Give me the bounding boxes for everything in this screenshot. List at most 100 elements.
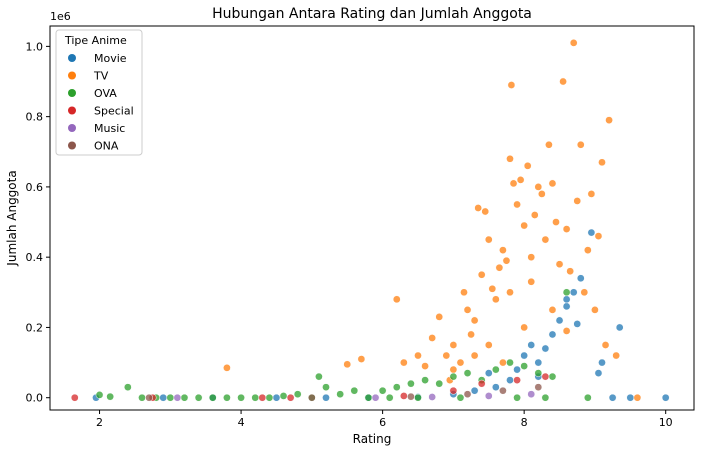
data-point-ova	[180, 393, 189, 402]
data-point-movie	[272, 393, 281, 402]
data-point-tv	[545, 140, 553, 149]
data-point-ova	[95, 391, 104, 399]
legend: Tipe Anime Movie TV OVA Special Music ONA	[55, 29, 143, 156]
y-axis-ticks: 0.0 0.2 0.4 0.6 0.8 1.0	[26, 40, 50, 405]
data-point-movie	[527, 341, 536, 349]
data-point-tv	[506, 288, 514, 297]
data-point-ova	[520, 362, 529, 370]
legend-marker-ona	[68, 141, 76, 150]
data-point-ova	[322, 383, 330, 392]
data-point-tv	[428, 334, 437, 342]
data-point-ova	[251, 393, 260, 402]
data-point-special	[399, 392, 408, 400]
data-point-ova	[562, 288, 571, 297]
data-point-ova	[123, 383, 132, 392]
legend-marker-tv	[68, 71, 76, 80]
data-point-movie	[520, 351, 529, 360]
data-point-movie	[555, 316, 564, 325]
y-tick-label: 0.2	[26, 321, 44, 334]
data-point-tv	[449, 365, 458, 374]
data-point-tv	[591, 306, 599, 314]
x-tick-label: 6	[379, 416, 386, 429]
legend-marker-music	[68, 124, 76, 132]
data-point-tv	[520, 221, 529, 230]
data-point-tv	[499, 246, 507, 254]
data-point-ova	[208, 393, 217, 402]
data-point-tv	[399, 358, 408, 367]
data-point-ova	[513, 393, 521, 402]
data-point-movie	[569, 288, 578, 297]
data-point-tv	[548, 179, 557, 188]
data-point-tv	[435, 313, 444, 321]
data-point-special	[286, 393, 295, 402]
data-point-tv	[598, 158, 606, 167]
data-point-tv	[223, 363, 231, 372]
data-point-ova	[541, 393, 550, 402]
data-point-tv	[481, 207, 490, 216]
legend-label-ova: OVA	[94, 87, 117, 100]
data-point-ova	[293, 390, 302, 399]
data-point-tv	[470, 316, 479, 325]
data-point-movie	[541, 344, 550, 353]
data-point-movie	[484, 369, 493, 377]
data-point-movie	[548, 330, 557, 339]
data-point-movie	[598, 358, 606, 367]
data-point-ova	[414, 393, 422, 402]
data-point-tv	[460, 288, 468, 297]
data-point-tv	[513, 200, 521, 209]
data-point-special	[70, 393, 79, 402]
data-point-ova	[336, 390, 345, 399]
data-point-ova	[456, 393, 465, 402]
data-point-ova	[506, 358, 514, 367]
data-point-movie	[615, 323, 624, 332]
data-point-tv	[587, 190, 596, 198]
data-point-tv	[580, 288, 589, 297]
data-point-ova	[491, 365, 500, 374]
data-point-tv	[552, 218, 560, 226]
data-point-tv	[576, 140, 585, 149]
data-point-ova	[237, 393, 245, 402]
x-axis-ticks: 2 4 6 8 10	[96, 410, 673, 429]
data-point-tv	[484, 341, 493, 349]
data-point-tv	[523, 161, 532, 170]
data-point-tv	[594, 232, 603, 240]
data-point-tv	[463, 306, 472, 314]
data-point-ova	[364, 393, 373, 402]
data-point-movie	[576, 274, 585, 283]
y-tick-label: 0.8	[26, 111, 44, 124]
data-point-movie	[562, 302, 571, 311]
data-point-ova	[315, 372, 323, 381]
data-point-movie	[587, 228, 596, 237]
data-point-tv	[488, 284, 497, 293]
x-tick-label: 8	[521, 416, 528, 429]
chart-title: Hubungan Antara Rating dan Jumlah Anggot…	[212, 6, 532, 22]
data-point-tv	[507, 81, 516, 89]
data-point-tv	[555, 260, 564, 269]
data-point-music	[371, 393, 380, 402]
data-point-tv	[392, 295, 401, 304]
y-axis-offset-label: 1e6	[50, 10, 71, 23]
data-point-ova	[534, 369, 543, 377]
data-point-tv	[414, 351, 422, 360]
data-point-tv	[509, 179, 518, 188]
points-layer	[70, 39, 670, 402]
y-tick-label: 0.6	[26, 181, 44, 194]
legend-label-music: Music	[94, 122, 125, 135]
data-point-movie	[506, 376, 514, 384]
legend-marker-special	[68, 106, 76, 115]
data-point-ova	[166, 393, 175, 402]
data-point-tv	[506, 154, 514, 163]
data-point-music	[527, 390, 536, 399]
data-point-movie	[470, 386, 479, 395]
data-point-tv	[612, 351, 621, 360]
data-point-ova	[548, 372, 557, 381]
data-point-tv	[541, 235, 550, 244]
data-point-tv	[562, 225, 571, 233]
data-point-ona	[307, 393, 316, 402]
data-point-tv	[530, 211, 539, 219]
data-point-tv	[470, 351, 479, 360]
data-point-special	[513, 376, 521, 384]
data-point-ova	[279, 392, 288, 400]
data-point-tv	[516, 176, 525, 184]
data-point-movie	[626, 393, 635, 402]
